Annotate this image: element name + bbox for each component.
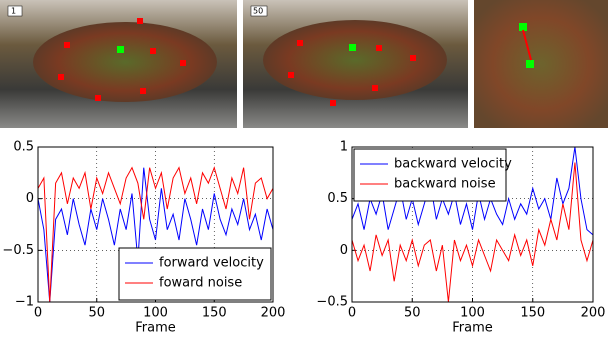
photo-label: 50 bbox=[253, 7, 263, 16]
x-tick-label: 50 bbox=[404, 306, 421, 321]
y-tick-label: −0.5 bbox=[2, 243, 34, 258]
axes-box bbox=[37, 146, 274, 303]
photo bbox=[474, 0, 608, 128]
y-tick-label: 0 bbox=[340, 243, 348, 258]
y-tick-label: −1 bbox=[15, 295, 34, 310]
photo-label: 1 bbox=[11, 7, 16, 16]
legend-box bbox=[353, 148, 507, 202]
x-tick-label: 200 bbox=[581, 306, 606, 321]
y-tick-label: −0.5 bbox=[316, 295, 348, 310]
x-tick-label: 100 bbox=[143, 306, 168, 321]
x-axis-label: Frame bbox=[135, 321, 176, 336]
legend-box bbox=[118, 247, 272, 301]
photo: 50 bbox=[243, 0, 468, 128]
data-line bbox=[351, 162, 594, 303]
x-tick-label: 0 bbox=[34, 306, 42, 321]
x-tick-label: 200 bbox=[261, 306, 286, 321]
y-tick-label: 0.5 bbox=[327, 191, 348, 206]
data-line bbox=[351, 146, 594, 236]
legend-label: backward velocity bbox=[394, 157, 512, 172]
x-tick-label: 150 bbox=[202, 306, 227, 321]
legend-label: forward velocity bbox=[159, 256, 264, 271]
x-tick-label: 50 bbox=[88, 306, 105, 321]
x-tick-label: 0 bbox=[348, 306, 356, 321]
legend-label: foward noise bbox=[159, 276, 242, 291]
y-tick-label: 0.5 bbox=[13, 140, 34, 155]
legend-label: backward noise bbox=[394, 177, 496, 192]
x-tick-label: 150 bbox=[520, 306, 545, 321]
x-axis-label: Frame bbox=[452, 321, 493, 336]
photo: 1 bbox=[0, 0, 237, 128]
axes-box bbox=[351, 146, 594, 303]
data-line bbox=[37, 167, 274, 303]
data-line bbox=[37, 166, 274, 303]
y-tick-label: 1 bbox=[340, 140, 348, 155]
x-tick-label: 100 bbox=[460, 306, 485, 321]
y-tick-label: 0 bbox=[26, 191, 34, 206]
